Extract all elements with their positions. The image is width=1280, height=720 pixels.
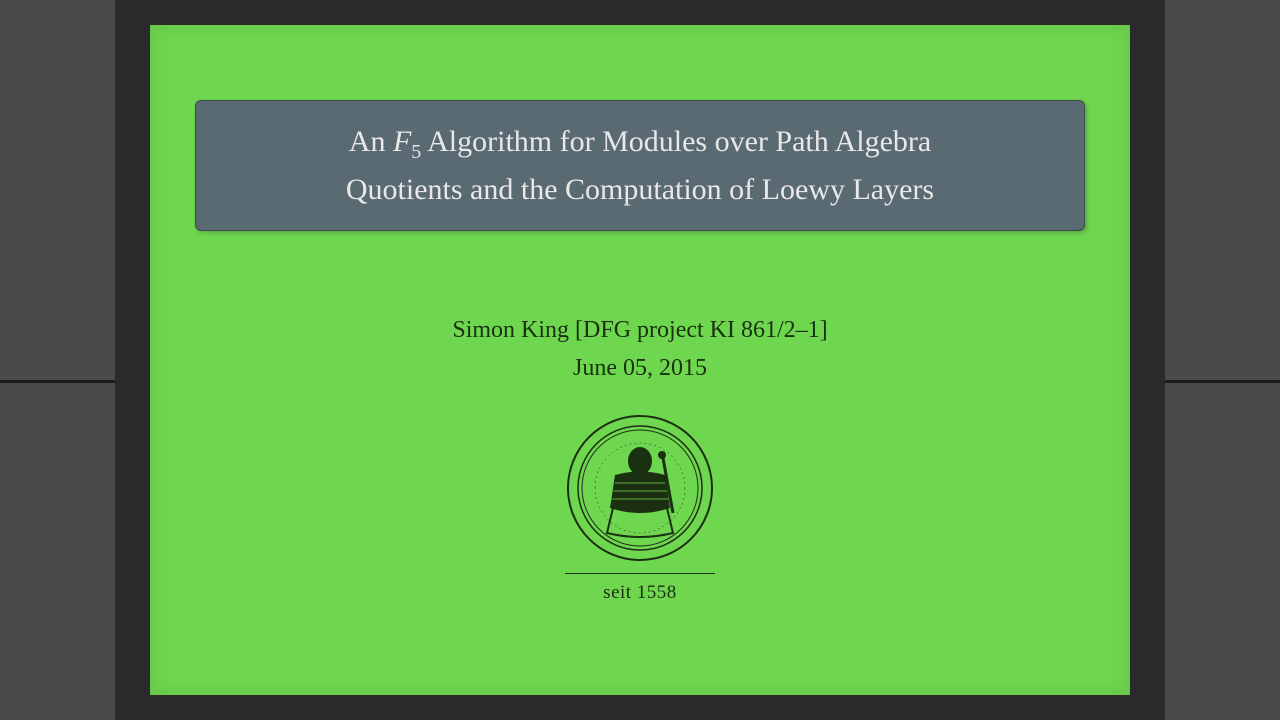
author-section: Simon King [DFG project KI 861/2–1] June… [452, 311, 827, 388]
left-divider-line [0, 380, 115, 383]
presentation-date: June 05, 2015 [452, 349, 827, 387]
title-line-1: An F5 Algorithm for Modules over Path Al… [226, 119, 1054, 167]
title-box: An F5 Algorithm for Modules over Path Al… [195, 100, 1085, 231]
seal-underline [565, 573, 715, 574]
formula-letter: F [393, 125, 411, 158]
author-name: Simon King [DFG project KI 861/2–1] [452, 311, 827, 349]
university-seal-icon [565, 413, 715, 563]
title-prefix: An [349, 125, 393, 158]
right-border-strip [1165, 0, 1280, 720]
left-border-strip [0, 0, 115, 720]
institution-seal-section: seit 1558 [565, 413, 715, 604]
slide-content: An F5 Algorithm for Modules over Path Al… [150, 25, 1130, 695]
presentation-frame: An F5 Algorithm for Modules over Path Al… [0, 0, 1280, 720]
right-divider-line [1165, 380, 1280, 383]
title-suffix: Algorithm for Modules over Path Algebra [421, 125, 931, 158]
title-line-2: Quotients and the Computation of Loewy L… [226, 167, 1054, 212]
seit-year-label: seit 1558 [603, 582, 677, 604]
formula-subscript: 5 [411, 141, 421, 163]
